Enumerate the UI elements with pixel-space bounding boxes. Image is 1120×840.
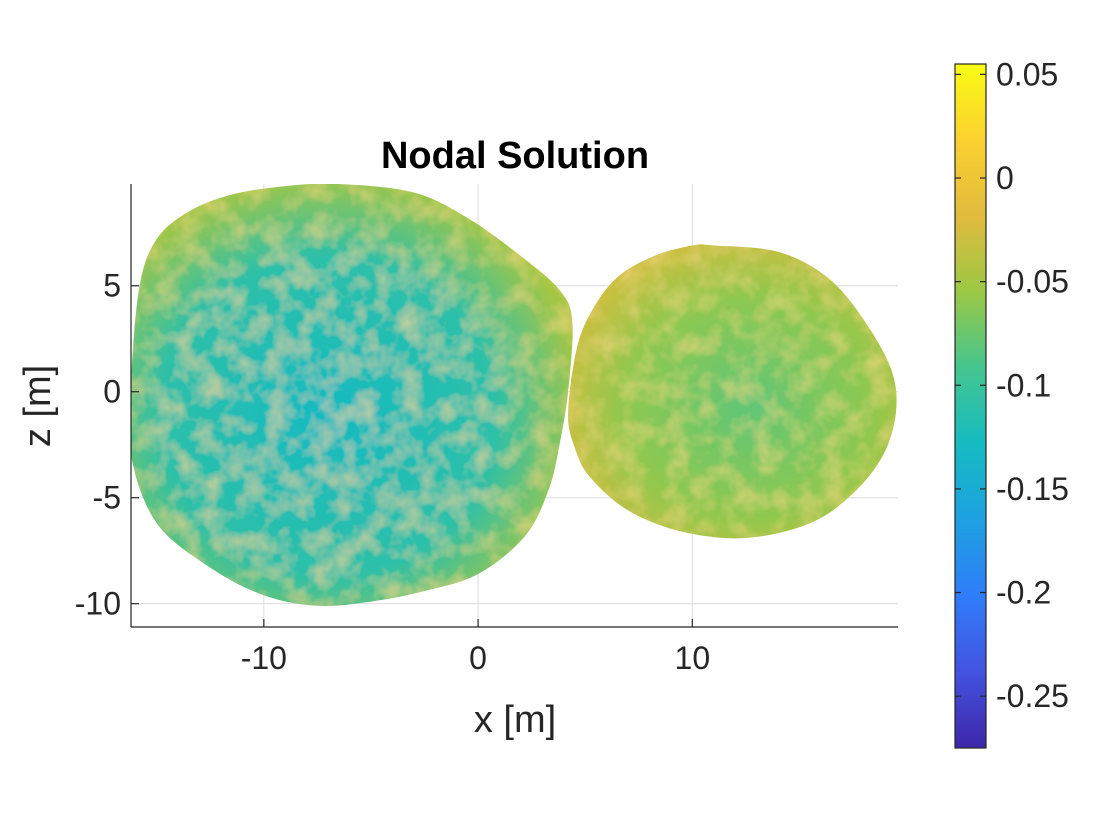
- colorbar-gradient: [954, 63, 987, 749]
- x-tick-label: 10: [675, 640, 711, 676]
- lobe-large-lobe: [131, 184, 573, 607]
- chart-title: Nodal Solution: [381, 135, 649, 177]
- axes: -10 0 10 5 0 -5 -10: [75, 184, 898, 676]
- x-axis-label: x [m]: [474, 699, 556, 741]
- y-tick-label: 0: [103, 374, 121, 410]
- x-tick-label: -10: [241, 640, 287, 676]
- y-tick-label: 5: [103, 268, 121, 304]
- colorbar-tick-label: -0.2: [996, 575, 1051, 611]
- colorbar-tick-label: 0.05: [996, 56, 1058, 92]
- lobe-small-lobe: [568, 244, 897, 539]
- x-tick-label: 0: [469, 640, 487, 676]
- colorbar-tick-label: -0.1: [996, 367, 1051, 403]
- colorbar-tick-label: -0.25: [996, 678, 1069, 714]
- colorbar-tick-label: -0.15: [996, 471, 1069, 507]
- y-tick-label: -5: [93, 480, 121, 516]
- colorbar-tick-label: 0: [996, 160, 1014, 196]
- y-tick-label: -10: [75, 586, 121, 622]
- colorbar-tick-label: -0.05: [996, 264, 1069, 300]
- nodal-solution-surface: [131, 184, 897, 607]
- y-axis-label: z [m]: [17, 365, 59, 447]
- colorbar: 0.05 0 -0.05 -0.1 -0.15 -0.2 -0.25: [954, 56, 1069, 749]
